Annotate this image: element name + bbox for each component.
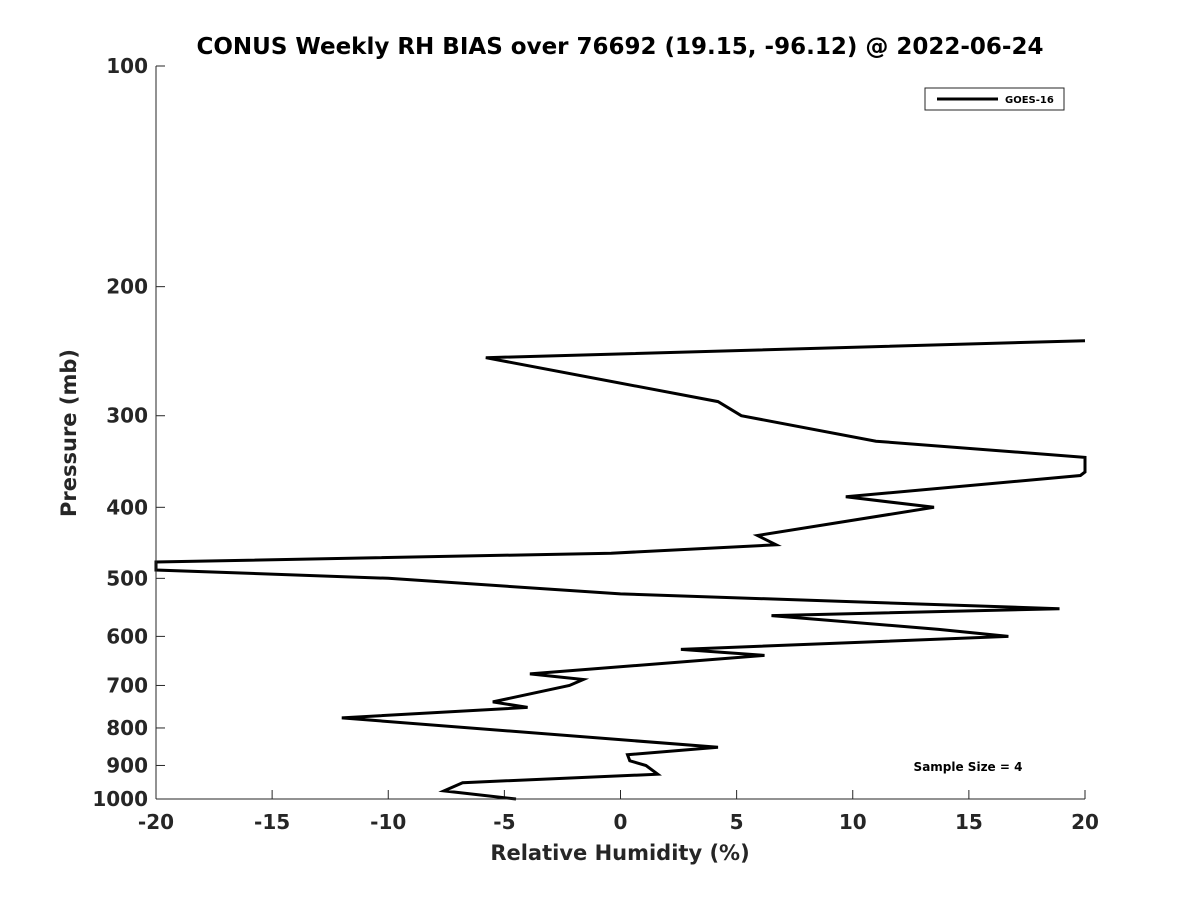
y-tick-label: 500 (106, 566, 148, 590)
x-tick-label: 10 (839, 810, 867, 834)
y-tick-label: 400 (106, 495, 148, 519)
y-tick-label: 900 (106, 753, 148, 777)
legend: GOES-16 (924, 87, 1065, 111)
chart-title: CONUS Weekly RH BIAS over 76692 (19.15, … (196, 34, 1043, 60)
x-tick-label: -10 (370, 810, 406, 834)
legend-label-goes-16: GOES-16 (1005, 95, 1054, 106)
x-tick-label: -20 (138, 810, 174, 834)
sample-size-annotation: Sample Size = 4 (914, 760, 1023, 774)
x-axis-label: Relative Humidity (%) (490, 841, 749, 865)
y-tick-label: 1000 (92, 787, 148, 811)
series-line-goes-16 (154, 339, 1087, 801)
x-tick-label: 0 (614, 810, 628, 834)
y-tick-label: 800 (106, 716, 148, 740)
x-tick-label: 5 (730, 810, 744, 834)
y-tick-label: 200 (106, 275, 148, 299)
plot-axes-frame (156, 66, 1085, 799)
x-tick-label: -5 (493, 810, 515, 834)
y-tick-label: 100 (106, 54, 148, 78)
y-tick-label: 600 (106, 624, 148, 648)
x-tick-label: -15 (254, 810, 290, 834)
x-tick-label: 15 (955, 810, 983, 834)
y-tick-label: 700 (106, 673, 148, 697)
y-axis-ticks: 100 200 300 400 500 600 700 800 900 1000 (92, 54, 165, 811)
y-tick-label: 300 (106, 404, 148, 428)
y-axis-label: Pressure (mb) (57, 349, 81, 517)
x-axis-ticks: -20 -15 -10 -5 0 5 10 15 20 (138, 790, 1099, 834)
x-tick-label: 20 (1071, 810, 1099, 834)
